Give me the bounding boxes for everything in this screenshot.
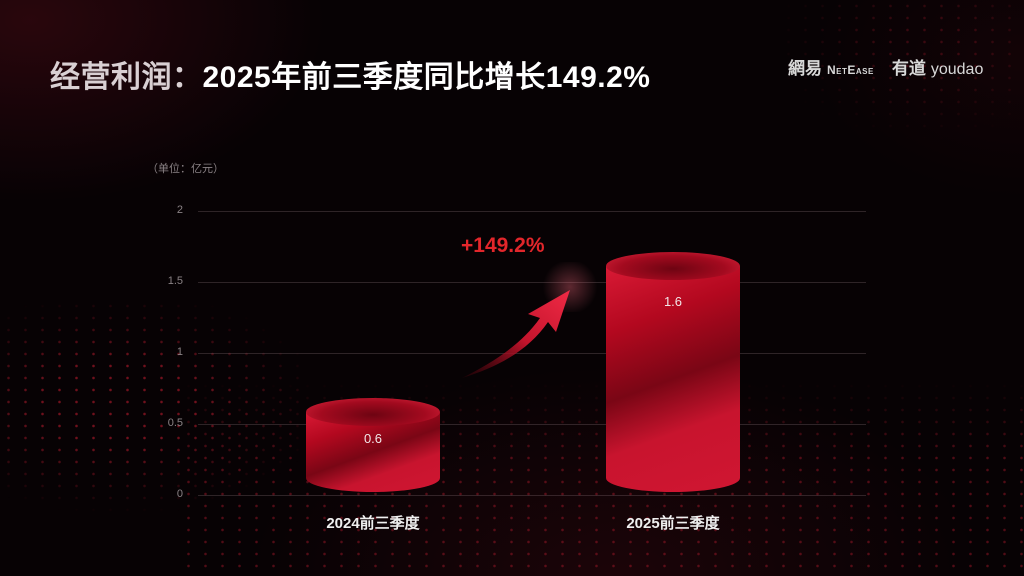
- y-tick-2: 2: [176, 204, 183, 216]
- bar-2024-value: 0.6: [363, 431, 383, 446]
- y-tick-0: 0: [176, 488, 183, 500]
- unit-label: （单位：亿元）: [147, 163, 224, 175]
- growth-label: +149.2%: [461, 234, 545, 257]
- youdao-logo-cn: 有道: [891, 59, 926, 78]
- title-main: 2025年前三季度同比增长149.2%: [202, 61, 651, 94]
- gridline-1: [198, 353, 866, 354]
- bar-2025: 1.6: [606, 252, 740, 492]
- gridline-0: [198, 495, 866, 496]
- dot-pattern-topright: [780, 0, 1024, 150]
- y-tick-1: 1: [176, 346, 183, 358]
- bar-2025-top: [606, 252, 740, 280]
- gridline-2: [198, 211, 866, 212]
- bar-2024: 0.6: [306, 398, 440, 492]
- dot-pattern-left: [0, 300, 300, 530]
- title-prefix: 经营利润：: [50, 61, 203, 94]
- netease-logo-cn: 網易: [788, 59, 822, 78]
- netease-logo: 網易 NetEase: [788, 54, 874, 79]
- slide-title: 经营利润：2025年前三季度同比增长149.2%: [50, 52, 651, 96]
- youdao-logo-en: youdao: [930, 61, 984, 78]
- y-tick-1.5: 1.5: [167, 275, 183, 287]
- growth-arrow-icon: [462, 290, 570, 378]
- gridline-0.5: [198, 424, 866, 425]
- brand-logos: 網易 NetEase 有道 youdao: [788, 54, 983, 79]
- category-label-2025: 2025前三季度: [626, 515, 720, 532]
- category-label-2024: 2024前三季度: [326, 515, 420, 532]
- bar-2025-value: 1.6: [663, 294, 683, 309]
- netease-logo-en: NetEase: [827, 63, 874, 77]
- bar-2024-top: [306, 398, 440, 426]
- gridline-1.5: [198, 282, 866, 283]
- y-tick-0.5: 0.5: [167, 417, 183, 429]
- bar-2025-body: [606, 266, 740, 492]
- youdao-logo: 有道 youdao: [892, 54, 984, 79]
